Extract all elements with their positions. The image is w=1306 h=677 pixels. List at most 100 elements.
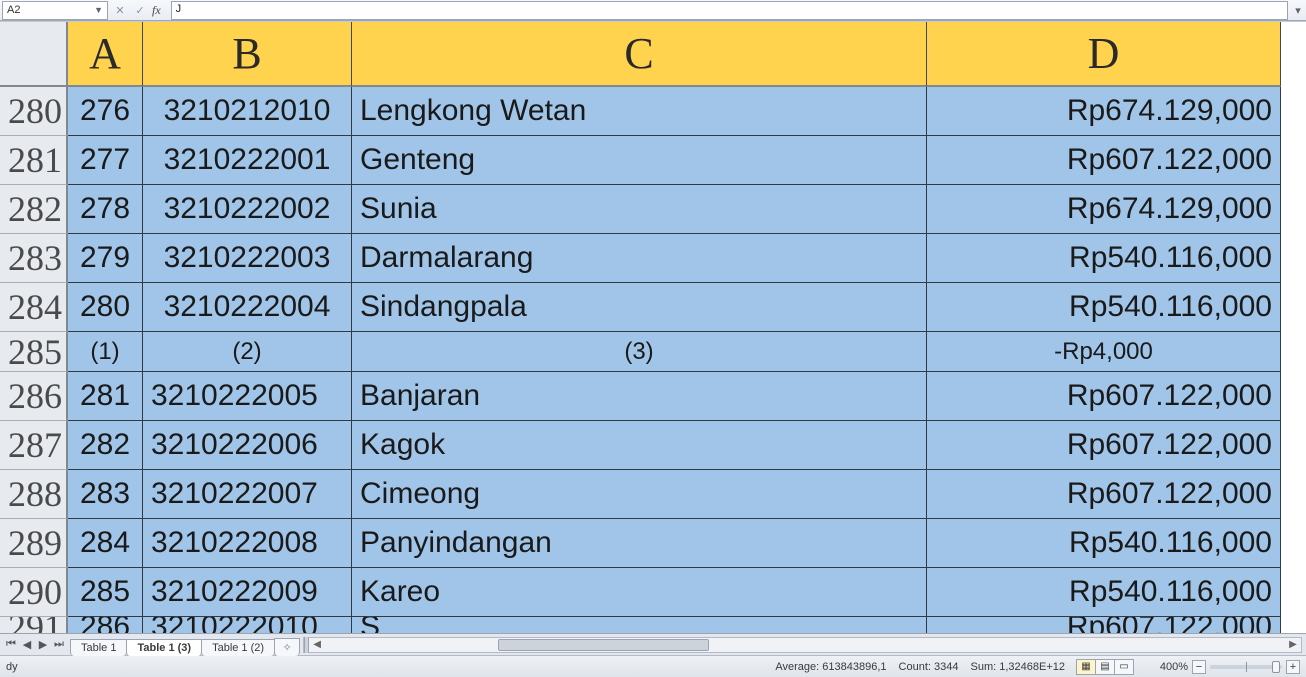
cell[interactable]: Rp540.116,000 bbox=[927, 519, 1281, 568]
cell[interactable]: 3210222009 bbox=[143, 568, 352, 617]
cell[interactable]: Rp540.116,000 bbox=[927, 283, 1281, 332]
cell[interactable]: Banjaran bbox=[352, 372, 927, 421]
hscroll-right-icon[interactable]: ▶ bbox=[1285, 639, 1301, 650]
formula-input[interactable]: J bbox=[171, 1, 1288, 20]
horizontal-scrollbar[interactable]: ◀ ▶ bbox=[303, 637, 1302, 653]
cell[interactable]: 276 bbox=[68, 87, 143, 136]
cell[interactable]: 286 bbox=[68, 617, 143, 633]
zoom-slider-knob[interactable] bbox=[1272, 661, 1280, 673]
cell[interactable]: 278 bbox=[68, 185, 143, 234]
tab-nav-next-icon[interactable]: ▶ bbox=[36, 638, 50, 651]
hscroll-track[interactable] bbox=[325, 638, 1285, 652]
cell[interactable]: 3210222003 bbox=[143, 234, 352, 283]
zoom-percent[interactable]: 400% bbox=[1146, 661, 1188, 673]
row-header[interactable]: 285 bbox=[0, 332, 68, 372]
row-header[interactable]: 289 bbox=[0, 519, 68, 568]
cell[interactable]: -Rp4,000 bbox=[927, 332, 1281, 372]
cell[interactable]: 3210222002 bbox=[143, 185, 352, 234]
cell[interactable]: 3210222004 bbox=[143, 283, 352, 332]
cell[interactable]: Sindangpala bbox=[352, 283, 927, 332]
cell[interactable]: Darmalarang bbox=[352, 234, 927, 283]
hscroll-left-icon[interactable]: ◀ bbox=[309, 639, 325, 650]
cell[interactable]: 3210222006 bbox=[143, 421, 352, 470]
cell[interactable]: 281 bbox=[68, 372, 143, 421]
zoom-slider-tick bbox=[1246, 662, 1247, 672]
zoom-in-button[interactable]: + bbox=[1286, 660, 1300, 674]
table-row: 2773210222001GentengRp607.122,000 bbox=[68, 136, 1306, 185]
cell[interactable]: 3210222007 bbox=[143, 470, 352, 519]
select-all-corner[interactable] bbox=[0, 22, 68, 87]
tab-nav-last-icon[interactable]: ⏭ bbox=[52, 638, 66, 651]
cell[interactable]: 3210222008 bbox=[143, 519, 352, 568]
cell[interactable]: Lengkong Wetan bbox=[352, 87, 927, 136]
row-header[interactable]: 280 bbox=[0, 87, 68, 136]
tab-nav-first-icon[interactable]: ⏮ bbox=[4, 638, 18, 651]
tab-nav-prev-icon[interactable]: ◀ bbox=[20, 638, 34, 651]
view-page-layout-icon[interactable]: ▤ bbox=[1095, 659, 1115, 675]
view-normal-icon[interactable]: ▦ bbox=[1076, 659, 1096, 675]
row-header[interactable]: 291 bbox=[0, 617, 68, 633]
row-header[interactable]: 282 bbox=[0, 185, 68, 234]
cell[interactable]: 3210222001 bbox=[143, 136, 352, 185]
cell[interactable]: 280 bbox=[68, 283, 143, 332]
fx-icon[interactable]: fx bbox=[152, 3, 165, 18]
column-header-A[interactable]: A bbox=[68, 22, 143, 87]
cell[interactable]: 3210222005 bbox=[143, 372, 352, 421]
cell[interactable]: 284 bbox=[68, 519, 143, 568]
row-header[interactable]: 283 bbox=[0, 234, 68, 283]
cell[interactable]: (1) bbox=[68, 332, 143, 372]
cell[interactable]: Rp607.122,000 bbox=[927, 617, 1281, 633]
cell[interactable]: 283 bbox=[68, 470, 143, 519]
cell[interactable]: Kareo bbox=[352, 568, 927, 617]
zoom-control: 400% − + bbox=[1146, 660, 1300, 674]
sheet-tab[interactable]: Table 1 (2) bbox=[201, 639, 275, 656]
column-header-D[interactable]: D bbox=[927, 22, 1281, 87]
row-header[interactable]: 286 bbox=[0, 372, 68, 421]
cell[interactable]: Kagok bbox=[352, 421, 927, 470]
cancel-formula-icon[interactable]: ✕ bbox=[112, 4, 128, 17]
row-header[interactable]: 290 bbox=[0, 568, 68, 617]
cell[interactable]: 279 bbox=[68, 234, 143, 283]
cell[interactable]: 3210212010 bbox=[143, 87, 352, 136]
cell[interactable]: 3210222010 bbox=[143, 617, 352, 633]
cell[interactable]: Panyindangan bbox=[352, 519, 927, 568]
cell[interactable]: Rp674.129,000 bbox=[927, 185, 1281, 234]
column-header-C[interactable]: C bbox=[352, 22, 927, 87]
cell[interactable]: 282 bbox=[68, 421, 143, 470]
sheet-grid[interactable]: ABCD 28028128228328428528628728828929029… bbox=[0, 21, 1306, 633]
cell[interactable]: (2) bbox=[143, 332, 352, 372]
hscroll-thumb[interactable] bbox=[498, 639, 709, 651]
cell[interactable]: Cimeong bbox=[352, 470, 927, 519]
zoom-out-button[interactable]: − bbox=[1192, 660, 1206, 674]
sheet-tab[interactable]: Table 1 (3) bbox=[126, 639, 202, 656]
table-row: 2763210212010Lengkong WetanRp674.129,000 bbox=[68, 87, 1306, 136]
zoom-slider[interactable] bbox=[1210, 665, 1282, 669]
cell[interactable]: Rp674.129,000 bbox=[927, 87, 1281, 136]
column-header-B[interactable]: B bbox=[143, 22, 352, 87]
cell[interactable]: Rp607.122,000 bbox=[927, 136, 1281, 185]
row-header[interactable]: 284 bbox=[0, 283, 68, 332]
row-header[interactable]: 287 bbox=[0, 421, 68, 470]
cell[interactable]: Rp540.116,000 bbox=[927, 568, 1281, 617]
view-page-break-icon[interactable]: ▭ bbox=[1114, 659, 1134, 675]
cell[interactable]: Genteng bbox=[352, 136, 927, 185]
new-sheet-tab[interactable]: ✧ bbox=[274, 638, 300, 656]
name-box-dropdown-icon[interactable]: ▼ bbox=[94, 5, 103, 15]
row-header[interactable]: 288 bbox=[0, 470, 68, 519]
accept-formula-icon[interactable]: ✓ bbox=[132, 4, 148, 17]
sheet-tab[interactable]: Table 1 bbox=[70, 639, 127, 656]
cells-area[interactable]: 2763210212010Lengkong WetanRp674.129,000… bbox=[68, 87, 1306, 633]
cell[interactable]: Rp607.122,000 bbox=[927, 470, 1281, 519]
status-ready: dy bbox=[6, 661, 18, 673]
cell[interactable]: Rp607.122,000 bbox=[927, 372, 1281, 421]
formula-expand-icon[interactable]: ▾ bbox=[1290, 4, 1306, 17]
cell[interactable]: S bbox=[352, 617, 927, 633]
cell[interactable]: 285 bbox=[68, 568, 143, 617]
cell[interactable]: (3) bbox=[352, 332, 927, 372]
row-header[interactable]: 281 bbox=[0, 136, 68, 185]
name-box[interactable]: A2 ▼ bbox=[2, 1, 108, 20]
cell[interactable]: Sunia bbox=[352, 185, 927, 234]
cell[interactable]: Rp540.116,000 bbox=[927, 234, 1281, 283]
cell[interactable]: Rp607.122,000 bbox=[927, 421, 1281, 470]
cell[interactable]: 277 bbox=[68, 136, 143, 185]
